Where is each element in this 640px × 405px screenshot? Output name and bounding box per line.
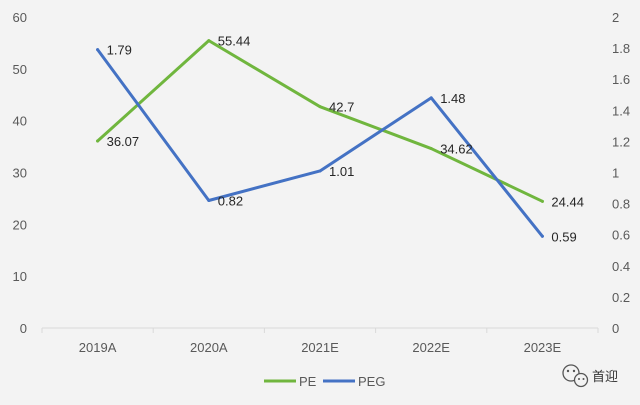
y-left-tick-label: 40	[13, 114, 27, 129]
y-right-tick-label: 1.6	[612, 72, 630, 87]
data-point-peg	[540, 234, 544, 238]
y-right-tick-label: 1.4	[612, 103, 630, 118]
y-right-tick-label: 1	[612, 166, 619, 181]
y-right-tick-label: 1.2	[612, 134, 630, 149]
y-left-tick-label: 60	[13, 10, 27, 25]
data-label-peg: 0.59	[551, 229, 576, 244]
x-tick-label: 2020A	[190, 340, 228, 355]
y-right-tick-label: 0.6	[612, 228, 630, 243]
x-axis: 2019A 2020A 2021E 2022E 2023E	[41, 328, 599, 355]
y-right-tick-label: 0	[612, 321, 619, 336]
data-point-peg	[429, 96, 433, 100]
data-label-pe: 34.62	[440, 142, 473, 157]
data-label-pe: 42.7	[329, 100, 354, 115]
y-left-tick-label: 20	[13, 217, 27, 232]
legend-pe-label: PE	[299, 374, 317, 389]
y-left-tick-label: 30	[13, 166, 27, 181]
series-line-peg	[96, 48, 544, 238]
x-tick-label: 2021E	[301, 340, 339, 355]
data-point-pe	[429, 147, 433, 151]
data-point-peg	[207, 198, 211, 202]
data-point-peg	[96, 48, 100, 52]
legend-peg-label: PEG	[358, 374, 385, 389]
data-label-peg: 1.79	[107, 43, 132, 58]
data-labels: 36.07 55.44 42.7 34.62 24.44 1.79 0.82 1.01 1.48…	[107, 34, 584, 245]
watermark-text: 首迎	[592, 369, 618, 384]
y-left-tick-label: 50	[13, 62, 27, 77]
data-label-peg: 1.48	[440, 91, 465, 106]
wechat-icon	[562, 364, 589, 388]
y-right-axis: 0 0.2 0.4 0.6 0.8 1 1.2 1.4 1.6 1.8 2	[612, 10, 630, 336]
y-right-tick-label: 1.8	[612, 41, 630, 56]
data-label-peg: 0.82	[218, 193, 243, 208]
data-label-pe: 36.07	[107, 134, 140, 149]
y-right-tick-label: 2	[612, 10, 619, 25]
x-tick-label: 2019A	[79, 340, 117, 355]
y-right-tick-label: 0.4	[612, 259, 630, 274]
data-point-pe	[207, 39, 211, 43]
data-label-peg: 1.01	[329, 164, 354, 179]
x-tick-label: 2022E	[412, 340, 450, 355]
x-tick-label: 2023E	[524, 340, 562, 355]
series-lines	[96, 39, 544, 238]
data-label-pe: 24.44	[551, 194, 584, 209]
data-point-pe	[96, 139, 100, 143]
data-point-pe	[318, 105, 322, 109]
y-right-tick-label: 0.2	[612, 290, 630, 305]
series-line-pe	[96, 39, 544, 203]
data-label-pe: 55.44	[218, 34, 251, 49]
y-left-tick-label: 0	[20, 321, 27, 336]
legend: PE PEG	[264, 374, 385, 389]
y-right-tick-label: 0.8	[612, 197, 630, 212]
y-left-tick-label: 10	[13, 269, 27, 284]
watermark: 首迎	[562, 364, 618, 388]
data-point-pe	[540, 199, 544, 203]
data-point-peg	[318, 169, 322, 173]
y-left-axis: 0 10 20 30 40 50 60	[13, 10, 27, 336]
